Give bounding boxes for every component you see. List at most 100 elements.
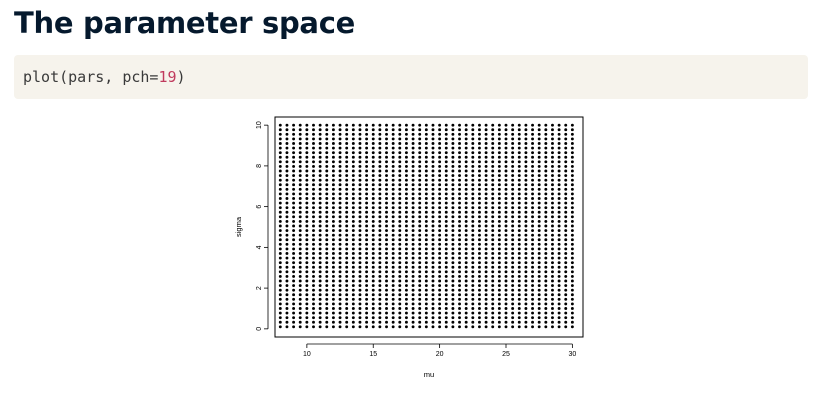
data-point [471,293,475,297]
data-point [278,247,282,251]
data-point [570,307,574,310]
data-point [371,302,375,306]
data-point [544,229,548,233]
data-point [345,302,349,306]
data-point [338,242,342,246]
data-point [570,316,574,320]
data-point [418,178,422,182]
data-point [491,261,495,265]
data-point [464,192,468,196]
data-point [564,142,568,145]
data-point [544,302,548,306]
data-point [285,128,289,132]
data-point [438,160,442,164]
data-point [464,297,468,301]
data-point [491,325,495,329]
data-point [411,155,415,159]
data-point [424,261,428,265]
data-point [431,137,435,141]
data-point [537,288,541,292]
data-point [398,201,402,205]
data-point [312,265,315,269]
data-point [365,256,369,260]
data-point [504,187,508,191]
data-point [331,302,335,306]
data-point [318,284,322,288]
data-point [451,215,455,219]
data-point [378,316,382,320]
data-point [365,311,369,315]
data-point [517,132,521,136]
data-point [358,265,362,269]
data-point [544,311,548,315]
data-point [325,261,329,265]
data-point [451,187,455,191]
data-point [298,279,302,283]
data-point [511,270,515,274]
data-point [438,206,442,210]
data-point [544,174,548,178]
data-point [391,247,395,251]
data-point [557,183,561,187]
data-point [365,279,369,283]
data-point [365,142,369,145]
data-point [398,252,402,255]
data-point [544,325,548,329]
data-point [285,288,289,292]
data-point [385,274,388,278]
data-point [511,284,515,288]
data-point [464,142,468,145]
data-point [398,132,402,136]
data-point [418,146,422,150]
data-point [325,311,329,315]
data-point [345,261,349,265]
data-point [338,123,342,127]
data-point [491,238,495,242]
data-point [338,256,342,260]
data-point [564,247,568,251]
data-point [331,178,335,182]
data-point [517,160,521,164]
data-point [517,137,521,141]
data-point [511,316,515,320]
data-point [345,174,349,178]
data-point [331,233,335,237]
data-point [365,320,369,324]
data-point [451,265,455,269]
data-point [378,128,382,132]
data-point [278,288,282,292]
data-point [570,233,574,237]
data-point [358,252,362,255]
data-point [292,302,296,306]
data-point [458,174,461,178]
data-point [451,261,455,265]
data-point [524,247,528,251]
data-point [351,242,355,246]
data-point [451,151,455,155]
data-point [371,215,375,219]
data-point [491,215,495,219]
data-point [537,197,541,200]
data-point [511,233,515,237]
data-point [285,132,289,136]
data-point [325,265,329,269]
data-point [351,183,355,187]
data-point [378,224,382,228]
data-point [464,151,468,155]
data-point [371,183,375,187]
data-point [531,219,534,223]
data-point [537,233,541,237]
data-point [278,178,282,182]
data-point [497,192,501,196]
data-point [544,197,548,200]
data-point [292,284,296,288]
data-point [471,270,475,274]
data-point [570,178,574,182]
data-point [570,270,574,274]
data-point [551,320,554,324]
data-point [497,183,501,187]
data-point [484,270,488,274]
data-point [564,187,568,191]
data-point [484,247,488,251]
data-point [378,311,382,315]
